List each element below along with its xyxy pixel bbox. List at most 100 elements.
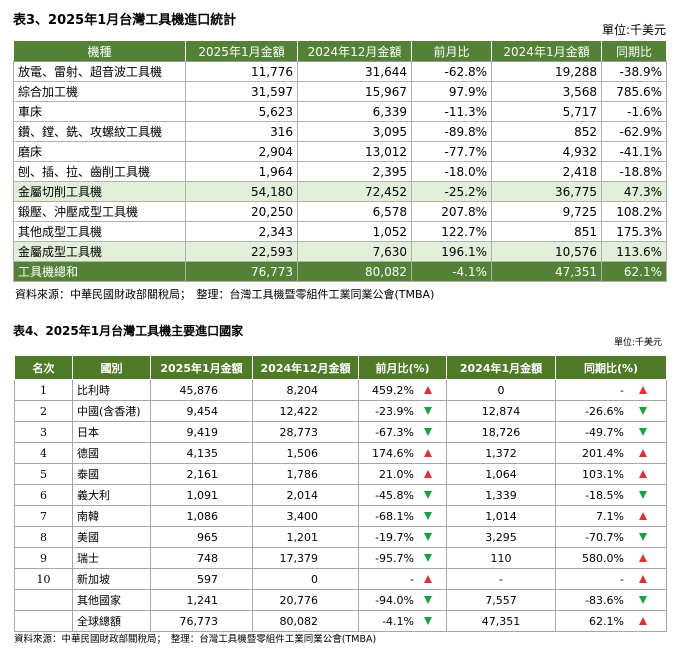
table-cell: 47.3%	[601, 181, 667, 202]
cell-text: 2,161	[186, 467, 219, 481]
table-cell: 3,400	[252, 505, 359, 527]
table-cell: -25.2%	[411, 181, 492, 202]
table-cell: 1,091	[150, 484, 253, 506]
table-cell: 316	[185, 121, 298, 142]
trend-arrow	[639, 554, 647, 562]
cell-text: 6	[40, 488, 47, 502]
cell-text: 3	[40, 425, 47, 439]
table-cell: 62.1%	[601, 261, 667, 282]
table-cell: -	[358, 568, 447, 590]
table4-unit: 單位:千美元	[613, 338, 662, 348]
cell-text: 20,776	[279, 593, 319, 607]
table-cell: 17,379	[252, 547, 359, 569]
table-cell: 1,014	[446, 505, 556, 527]
cell-text: 美國	[77, 531, 99, 544]
cell-text: 比利時	[77, 384, 110, 397]
table-cell: 9,454	[150, 400, 253, 422]
table-cell: 12,422	[252, 400, 359, 422]
table-cell: 1,506	[252, 442, 359, 464]
table-row: 3 日本 9,419 28,773 -67.3% 18,726 -49.7%	[14, 421, 667, 443]
table3-unit: 單位:千美元	[601, 23, 666, 37]
table-cell: -62.8%	[411, 61, 492, 82]
cell-text: 3,400	[286, 509, 319, 523]
trend-arrow	[424, 386, 432, 394]
table-cell: 刨、插、拉、齒削工具機	[13, 161, 186, 182]
table-cell: 45,876	[150, 379, 253, 401]
table-cell: 11,776	[185, 61, 298, 82]
cell-text: 47,351	[481, 614, 521, 628]
column-header: 前月比(%)	[358, 355, 447, 380]
table-cell: 108.2%	[601, 201, 667, 222]
table-cell: -18.8%	[601, 161, 667, 182]
table-cell: 31,597	[185, 81, 298, 102]
table-cell: 9	[14, 547, 73, 569]
cell-text: 泰國	[77, 468, 99, 481]
cell-text: 748	[197, 551, 218, 565]
table-cell: 0	[446, 379, 556, 401]
cell-text: 965	[197, 530, 218, 544]
cell-text: -68.1%	[375, 509, 414, 523]
table-cell: -77.7%	[411, 141, 492, 162]
table-cell: -83.6%	[555, 589, 667, 611]
column-header: 機種	[13, 40, 186, 62]
table-cell: 義大利	[72, 484, 151, 506]
table-cell: 15,967	[297, 81, 412, 102]
table-cell: 4,932	[491, 141, 602, 162]
trend-arrow	[639, 491, 647, 499]
table-row: 鍛壓、沖壓成型工具機 20,250 6,578 207.8% 9,725 108.2%	[13, 201, 667, 222]
trend-arrow	[639, 617, 647, 625]
cell-text: 中國(含香港)	[77, 405, 141, 418]
cell-text: 1,786	[286, 467, 319, 481]
table-cell: -62.9%	[601, 121, 667, 142]
trend-arrow	[639, 428, 647, 436]
cell-text: 4,135	[186, 446, 219, 460]
table-cell: 174.6%	[358, 442, 447, 464]
table-cell: 7,630	[297, 241, 412, 262]
table-cell: -4.1%	[411, 261, 492, 282]
table-cell: 中國(含香港)	[72, 400, 151, 422]
table-cell: 6,578	[297, 201, 412, 222]
table-cell: 1,052	[297, 221, 412, 242]
cell-text: -	[499, 572, 503, 586]
cell-text: 3,295	[485, 530, 517, 544]
cell-text: -	[410, 572, 414, 586]
table-cell: 5	[14, 463, 73, 485]
table-row: 10 新加坡 597 0 - - -	[14, 568, 667, 590]
table-row: 鑽、鏜、銑、攻螺紋工具機 316 3,095 -89.8% 852 -62.9%	[13, 121, 667, 142]
table-cell: 2,395	[297, 161, 412, 182]
cell-text: -18.5%	[585, 488, 624, 502]
table-row: 工具機總和 76,773 80,082 -4.1% 47,351 62.1%	[13, 261, 667, 282]
table-cell: 10	[14, 568, 73, 590]
cell-text: 103.1%	[582, 467, 624, 481]
cell-text: 1	[40, 383, 47, 397]
table-cell: 金屬切削工具機	[13, 181, 186, 202]
cell-text: -	[620, 572, 624, 586]
table-cell: -45.8%	[358, 484, 447, 506]
table-cell: -18.5%	[555, 484, 667, 506]
table-cell: -1.6%	[601, 101, 667, 122]
cell-text: 1,372	[485, 446, 517, 460]
table-cell: 1,201	[252, 526, 359, 548]
table-cell: 22,593	[185, 241, 298, 262]
table-cell: 美國	[72, 526, 151, 548]
cell-text: -94.0%	[375, 593, 414, 607]
table-row: 磨床 2,904 13,012 -77.7% 4,932 -41.1%	[13, 141, 667, 162]
table-cell: 3	[14, 421, 73, 443]
cell-text: 7	[40, 509, 47, 523]
column-header: 2025年1月金額	[150, 355, 253, 380]
cell-text: 8	[40, 530, 47, 544]
trend-arrow	[639, 386, 647, 394]
table-row: 綜合加工機 31,597 15,967 97.9% 3,568 785.6%	[13, 81, 667, 102]
table-cell: 580.0%	[555, 547, 667, 569]
table-cell: 36,775	[491, 181, 602, 202]
table-cell: 2,418	[491, 161, 602, 182]
table-cell: -	[555, 379, 667, 401]
cell-text: -67.3%	[375, 425, 414, 439]
table-cell: 1,241	[150, 589, 253, 611]
cell-text: 9,419	[186, 425, 219, 439]
cell-text: -26.6%	[585, 404, 624, 418]
table-cell: 新加坡	[72, 568, 151, 590]
column-header: 前月比	[411, 40, 492, 62]
cell-text: 1,064	[485, 467, 517, 481]
table-cell: -11.3%	[411, 101, 492, 122]
